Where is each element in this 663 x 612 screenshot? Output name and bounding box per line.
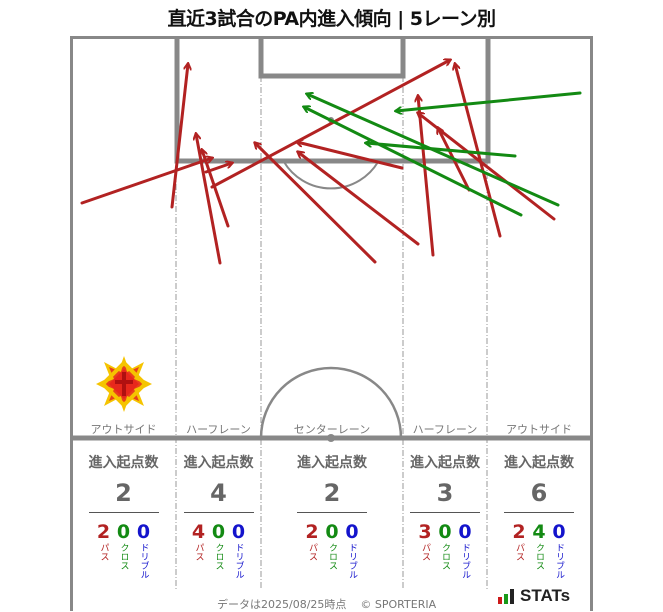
entry-count-total: 2 — [115, 479, 132, 507]
entry-count-total: 2 — [323, 479, 341, 507]
cross-arrow — [307, 94, 560, 207]
dribble-count: 0 — [231, 521, 246, 543]
dribble-label: ドリブル — [138, 543, 149, 579]
entry-count-total: 6 — [530, 479, 548, 507]
pass-count: 2 — [305, 521, 319, 543]
pass-arrow — [297, 142, 404, 170]
dribble-label: ドリブル — [347, 543, 357, 579]
lane-label-left-halfspace: ハーフレーン — [186, 423, 251, 436]
pass-arrow — [418, 96, 435, 257]
cross-label: クロス — [440, 543, 450, 570]
lane-label-right-outside: アウトサイド — [506, 423, 572, 436]
divider — [504, 512, 574, 513]
footer-note: データは2025/08/25時点 © SPORTERIA — [217, 596, 436, 612]
entry-count-header: 進入起点数 — [410, 455, 480, 471]
entry-count-total: 3 — [436, 479, 454, 507]
dribble-label: ドリブル — [460, 543, 470, 579]
club-logo — [96, 356, 152, 416]
pass-count: 2 — [512, 521, 526, 543]
cross-count: 0 — [325, 521, 339, 543]
pass-count: 4 — [191, 521, 206, 543]
cross-count: 4 — [532, 521, 546, 543]
lane-stat-block: 進入起点数 3 3 パス 0 クロス 0 ドリブル — [403, 452, 487, 579]
dribble-count: 0 — [345, 521, 359, 543]
pass-count: 2 — [96, 521, 111, 543]
stats-logo: STATs — [498, 586, 571, 605]
dribble-count: 0 — [458, 521, 472, 543]
lane-label-left-outside: アウトサイド — [90, 423, 157, 436]
lane-label-right-halfspace: ハーフレーン — [412, 423, 478, 436]
entry-count-header: 進入起点数 — [88, 455, 159, 471]
dribble-label: ドリブル — [233, 543, 244, 579]
pass-label: パス — [307, 543, 317, 561]
pass-arrow — [418, 113, 556, 221]
data-date: データは2025/08/25時点 — [217, 598, 347, 611]
pass-arrow — [80, 158, 212, 205]
pass-arrow — [202, 150, 230, 228]
lane-stat-block: 進入起点数 2 2 パス 0 クロス 0 ドリブル — [261, 452, 403, 579]
divider — [297, 512, 367, 513]
pass-label: パス — [98, 543, 109, 561]
entry-arrows — [80, 60, 582, 265]
entry-count-header: 進入起点数 — [183, 455, 254, 471]
copyright: © SPORTERIA — [360, 598, 437, 611]
pass-arrow — [255, 143, 377, 264]
dribble-count: 0 — [552, 521, 566, 543]
pass-arrow — [298, 152, 420, 246]
pass-label: パス — [193, 543, 204, 561]
pass-arrow — [455, 64, 502, 238]
divider — [410, 512, 480, 513]
cross-label: クロス — [534, 543, 544, 570]
pitch-lines — [70, 36, 593, 611]
cross-arrow — [396, 91, 582, 111]
lane-stat-block: 進入起点数 4 4 パス 0 クロス 0 ドリブル — [176, 452, 261, 579]
chart-title: 直近3試合のPA内進入傾向 | 5レーン別 — [167, 8, 496, 30]
pass-arrow — [196, 134, 222, 265]
lane-label-center: センターレーン — [293, 423, 371, 436]
dribble-count: 0 — [136, 521, 151, 543]
cross-label: クロス — [118, 543, 129, 570]
cross-count: 0 — [116, 521, 131, 543]
pass-arrow — [210, 60, 450, 189]
cross-count: 0 — [211, 521, 226, 543]
cross-label: クロス — [327, 543, 337, 570]
stats-logo-text: STATs — [520, 586, 571, 605]
lane-stat-block: 進入起点数 2 2 パス 0 クロス 0 ドリブル — [71, 452, 176, 579]
entry-count-header: 進入起点数 — [504, 455, 574, 471]
pass-label: パス — [514, 543, 524, 561]
entry-count-header: 進入起点数 — [297, 455, 367, 471]
pass-label: パス — [420, 543, 430, 561]
cross-count: 0 — [438, 521, 452, 543]
pass-arrow — [170, 64, 188, 209]
cross-label: クロス — [213, 543, 224, 570]
divider — [183, 512, 254, 513]
pass-count: 3 — [418, 521, 432, 543]
entry-count-total: 4 — [210, 479, 227, 507]
divider — [88, 512, 159, 513]
dribble-label: ドリブル — [554, 543, 564, 579]
pass-arrow — [204, 163, 232, 174]
cross-arrow — [304, 107, 523, 217]
cross-arrow — [366, 143, 517, 158]
lane-stat-block: 進入起点数 6 2 パス 4 クロス 0 ドリブル — [487, 452, 591, 579]
